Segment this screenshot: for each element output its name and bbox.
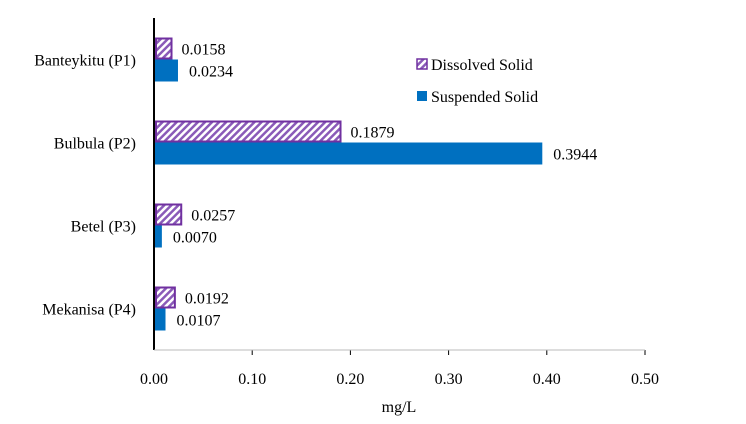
data-label: 0.0158 [182, 42, 226, 59]
data-label: 0.0107 [177, 313, 221, 330]
suspended-bar [155, 308, 166, 331]
x-tick-label: 0.00 [140, 371, 168, 388]
dissolved-bar [155, 37, 173, 60]
y-tick-label: Bulbula (P2) [54, 136, 136, 153]
suspended-bar [155, 225, 162, 248]
y-tick-label: Betel (P3) [71, 219, 136, 236]
data-label: 0.0234 [189, 64, 233, 81]
x-axis-label: mg/L [382, 399, 417, 416]
x-tick-label: 0.40 [533, 371, 561, 388]
y-tick-label: Banteykitu (P1) [34, 53, 136, 70]
dissolved-bar [155, 203, 183, 226]
legend-swatch-dissolved [416, 58, 428, 70]
x-tick-label: 0.10 [238, 371, 266, 388]
data-label: 0.1879 [351, 125, 395, 142]
data-label: 0.0070 [173, 230, 217, 247]
data-label: 0.0192 [185, 291, 229, 308]
dissolved-bar [155, 120, 342, 143]
legend-swatch-suspended [417, 91, 427, 101]
dissolved-bar [155, 286, 176, 309]
x-tick-label: 0.50 [631, 371, 659, 388]
data-label: 0.3944 [553, 147, 597, 164]
legend-label-suspended: Suspended Solid [431, 89, 538, 106]
x-tick-label: 0.30 [435, 371, 463, 388]
legend: Dissolved Solid Suspended Solid [416, 57, 538, 106]
x-tick-label: 0.20 [336, 371, 364, 388]
y-tick-label: Mekanisa (P4) [42, 302, 136, 319]
legend-label-dissolved: Dissolved Solid [431, 57, 533, 74]
suspended-bar [155, 142, 543, 165]
suspended-bar [155, 59, 178, 82]
data-label: 0.0257 [191, 208, 235, 225]
